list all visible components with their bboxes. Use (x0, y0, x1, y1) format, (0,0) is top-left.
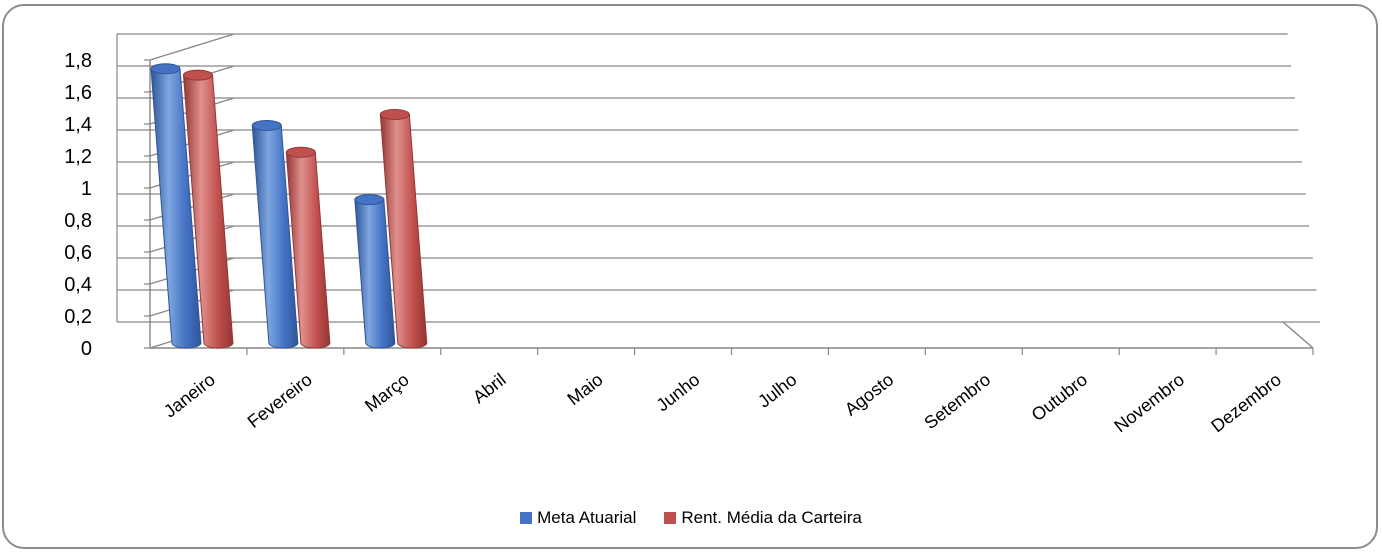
x-tick-label: Julho (754, 369, 800, 411)
y-tick-label: 0,6 (64, 242, 92, 264)
bar-top (150, 63, 181, 75)
legend-label: Meta Atuarial (537, 508, 637, 527)
y-tick-label: 0,4 (64, 274, 92, 296)
x-tick-label: Janeiro (160, 369, 219, 421)
bar-top (285, 146, 316, 158)
bar (354, 194, 396, 349)
y-tick-label: 1,4 (64, 114, 92, 136)
legend-label: Rent. Média da Carteira (681, 508, 862, 527)
floor-right-edge (1282, 321, 1314, 349)
bar-top (182, 69, 213, 81)
x-tick-label: Setembro (920, 369, 994, 433)
legend-item-rent-media: Rent. Média da Carteira (664, 508, 862, 528)
x-tick-label: Março (361, 369, 413, 416)
bar-body (251, 125, 299, 349)
y-tick-label: 1 (81, 178, 92, 200)
y-tick-label: 0 (81, 338, 92, 360)
bar-body (354, 199, 396, 349)
y-tick-label: 1,8 (64, 50, 92, 72)
bar-top (379, 108, 410, 120)
bar (150, 63, 202, 349)
legend-item-meta-atuarial: Meta Atuarial (520, 508, 636, 528)
bar-top (354, 194, 385, 206)
legend: Meta Atuarial Rent. Média da Carteira (0, 508, 1382, 528)
bar (379, 108, 428, 349)
x-tick-label: Fevereiro (244, 369, 316, 432)
x-tick-label: Outubro (1028, 369, 1092, 425)
bar-body (379, 113, 428, 349)
y-tick-label: 1,2 (64, 146, 92, 168)
bar (285, 146, 331, 349)
legend-swatch-red (664, 512, 677, 524)
x-tick-label: Abril (469, 369, 510, 407)
bar-body (285, 151, 331, 349)
x-tick-label: Junho (653, 369, 704, 415)
x-tick-label: Agosto (841, 369, 897, 419)
legend-swatch-blue (520, 512, 533, 524)
bars (150, 63, 428, 349)
y-tick-label: 1,6 (64, 82, 92, 104)
x-tick-label: Maio (564, 369, 607, 409)
x-tick-label: Dezembro (1207, 369, 1285, 436)
gridline-side (149, 33, 235, 61)
bar-top (251, 120, 282, 132)
chart-frame (2, 4, 1378, 549)
bar (182, 69, 234, 349)
bar-body (150, 68, 202, 349)
x-axis-ticks: Janeiro Fevereiro Março Abril Maio Junho Julho… (160, 348, 1314, 436)
y-axis-ticks: 0 0,2 0,4 0,6 0,8 1 1,2 1,4 1,6 1,8 (64, 50, 150, 360)
y-tick-label: 0,2 (64, 306, 92, 328)
x-tick-label: Novembro (1110, 369, 1188, 436)
y-tick-label: 0,8 (64, 210, 92, 232)
bar-body (182, 74, 234, 349)
bar (251, 120, 299, 349)
